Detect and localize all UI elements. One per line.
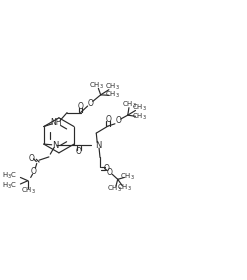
Text: O: O (105, 115, 111, 124)
Text: O: O (115, 116, 121, 125)
Text: N: N (95, 141, 101, 150)
Text: O: O (78, 102, 83, 111)
Text: O: O (87, 99, 93, 108)
Text: O: O (76, 147, 82, 156)
Text: O: O (31, 167, 36, 176)
Text: O: O (107, 168, 113, 177)
Text: O: O (29, 154, 35, 163)
Text: H$_3$C: H$_3$C (2, 181, 17, 191)
Text: CH$_3$: CH$_3$ (131, 103, 146, 113)
Text: CH$_3$: CH$_3$ (131, 112, 146, 122)
Text: N: N (52, 141, 59, 150)
Text: CH$_3$: CH$_3$ (89, 80, 104, 91)
Text: CH$_3$: CH$_3$ (21, 186, 36, 196)
Text: CH$_3$: CH$_3$ (107, 184, 123, 194)
Text: CH$_3$: CH$_3$ (105, 82, 120, 92)
Text: NH: NH (50, 118, 62, 127)
Text: CH$_3$: CH$_3$ (117, 183, 132, 193)
Text: CH$_3$: CH$_3$ (120, 171, 135, 182)
Text: CH$_3$: CH$_3$ (105, 90, 120, 100)
Text: CH$_3$: CH$_3$ (122, 100, 137, 110)
Text: H$_3$C: H$_3$C (2, 171, 17, 181)
Text: O: O (103, 164, 109, 173)
